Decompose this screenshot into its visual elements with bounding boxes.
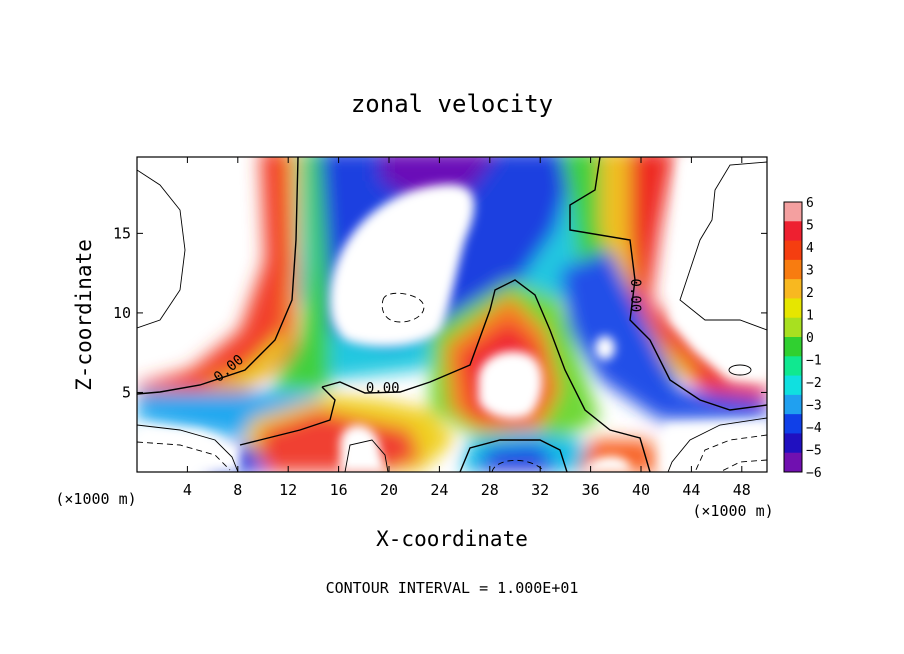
white-region-bottom-right-small	[585, 456, 630, 472]
contour-thin-bottom-right	[667, 417, 767, 472]
contour-zero-right	[569, 157, 767, 411]
colorbar-tick-label: −6	[806, 466, 822, 481]
plot-frame	[136, 156, 768, 473]
white-region-small-blob	[595, 336, 615, 360]
colorbar-tick-label: 2	[806, 286, 814, 301]
x-tick-label: 36	[582, 481, 600, 499]
x-tick-label: 4	[183, 481, 192, 499]
colorbar-tick-label: 6	[806, 196, 814, 211]
velocity-field	[137, 157, 767, 472]
contour-label: 0.00	[627, 279, 643, 313]
colorbar-tick-label: 4	[806, 241, 814, 256]
field-right-green	[561, 157, 680, 390]
white-region-lower-left	[137, 425, 240, 472]
colorbar-swatch	[784, 452, 802, 473]
contour-zero-mid	[321, 279, 651, 472]
colorbar: 6 5 4 3 2 1 0 −1 −2 −3 −4 −5 −6	[783, 196, 822, 481]
colorbar-swatch	[784, 298, 802, 319]
white-region-bottom-mid	[340, 425, 385, 472]
colorbar-frame	[783, 201, 803, 473]
contour-zero-left	[137, 157, 299, 395]
colorbar-swatch	[784, 414, 802, 434]
x-tick-label: 24	[430, 481, 448, 499]
contour-thin-bottom-left	[137, 424, 239, 472]
colorbar-tick-label: −4	[806, 421, 822, 436]
contour-dashed-bottom-right2	[719, 459, 767, 472]
x-unit-right: (×1000 m)	[692, 502, 773, 520]
contour-thin-upper-left	[137, 169, 186, 329]
colorbar-swatch	[784, 202, 802, 222]
colorbar-tick-label: 3	[806, 264, 814, 279]
colorbar-tick-label: −5	[806, 444, 822, 459]
x-tick-label: 44	[682, 481, 700, 499]
colorbar-tick-label: 1	[806, 309, 814, 324]
contour-dashed-bottom-right	[694, 434, 767, 472]
x-axis-label: X-coordinate	[376, 527, 528, 551]
colorbar-swatch	[784, 317, 802, 338]
x-unit-left: (×1000 m)	[55, 490, 136, 508]
x-tick-label: 32	[531, 481, 549, 499]
colorbar-swatch	[784, 356, 802, 377]
white-region-negative-core	[330, 184, 475, 347]
white-region-upper-left	[137, 157, 205, 345]
colorbar-swatch	[784, 394, 802, 415]
x-tick-label: 20	[380, 481, 398, 499]
x-tick-label: 12	[279, 481, 297, 499]
colorbar-tick-label: 0	[806, 331, 814, 346]
colorbar-swatch	[784, 337, 802, 357]
colorbar-swatch	[784, 279, 802, 299]
field-right-blue	[560, 250, 767, 420]
y-tick-label: 15	[113, 224, 131, 242]
field-left-red	[137, 157, 300, 395]
contour-thin-bottom-mid	[344, 439, 389, 472]
colorbar-tick-label: −2	[806, 376, 822, 391]
colorbar-tick-label: 5	[806, 219, 814, 234]
contour-thin-small-right	[728, 364, 752, 376]
colorbar-tick-label: −1	[806, 354, 822, 369]
field-left-green	[270, 157, 330, 390]
white-region-upper-right	[670, 157, 767, 380]
contour-dashed-bottom-left	[137, 441, 231, 471]
footer-contour-interval: CONTOUR INTERVAL = 1.000E+01	[326, 579, 579, 597]
x-tick-label: 48	[733, 481, 751, 499]
y-axis-label: Z-coordinate	[72, 239, 96, 391]
y-tick-label: 10	[113, 304, 131, 322]
colorbar-swatch	[784, 259, 802, 280]
white-region-lower-right	[660, 420, 767, 472]
field-bottom-blue-right	[475, 445, 560, 472]
colorbar-swatch	[784, 433, 802, 454]
x-tick-label: 40	[632, 481, 650, 499]
contour-zero-lower-left	[239, 386, 336, 446]
colorbar-swatch	[784, 240, 802, 261]
chart-title: zonal velocity	[351, 90, 553, 118]
contour-thin-upper-right	[679, 161, 767, 331]
contour-label: 0.00	[366, 380, 400, 396]
x-tick-label: 16	[330, 481, 348, 499]
x-tick-label: 8	[233, 481, 242, 499]
contour-zero-bottom-arch	[459, 439, 568, 472]
colorbar-tick-label: −3	[806, 399, 822, 414]
white-region-small-right	[728, 364, 752, 376]
colorbar-swatch	[784, 375, 802, 396]
white-region-positive-core	[478, 351, 543, 420]
colorbar-swatch	[784, 221, 802, 242]
y-tick-label: 5	[122, 383, 131, 401]
x-tick-label: 28	[481, 481, 499, 499]
